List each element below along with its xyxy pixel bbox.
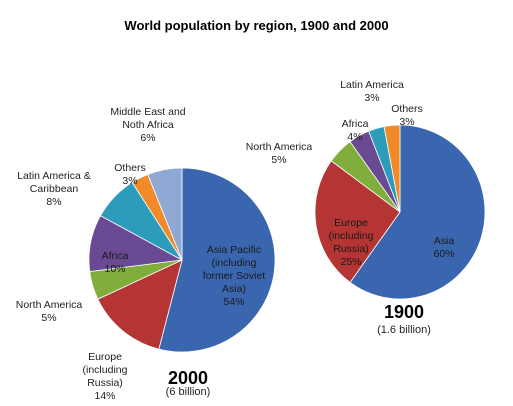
label-2000-others: Others 3%: [114, 162, 146, 187]
label-2000-africa: Africa 10%: [101, 250, 129, 275]
label-2000-europe: Europe (including Russia) 14%: [82, 351, 128, 402]
label-2000-north-america: North America 5%: [15, 299, 83, 324]
pie-slice-1900-others: [383, 124, 401, 213]
year-1900: 1900: [383, 302, 425, 322]
label-1900-africa: Africa 4%: [341, 118, 369, 143]
label-1900-asia: Asia 60%: [433, 235, 455, 260]
pie-slice-1900-europe: [314, 160, 401, 283]
label-1900-north-america: North America 5%: [245, 141, 313, 166]
label-2000-middle-east: Middle East and Noth Africa 6%: [110, 106, 186, 144]
pie-slice-2000-middle-east-and: [147, 167, 183, 261]
label-2000-latin-america: Latin America & Caribbean 8%: [17, 170, 91, 208]
pie-slice-2000-europe: [97, 259, 183, 350]
total-2000: (6 billion): [165, 386, 211, 398]
label-1900-latin-america: Latin America 3%: [340, 79, 404, 104]
total-1900: (1.6 billion): [377, 324, 431, 336]
label-2000-asia-pacific: Asia Pacific (including former Soviet As…: [202, 244, 266, 308]
label-1900-others: Others 3%: [391, 103, 423, 128]
pie-slice-1900-asia: [349, 124, 486, 300]
pie-slice-2000-asia-pacific-including: [158, 167, 276, 353]
label-1900-europe: Europe (including Russia) 25%: [328, 217, 374, 268]
chart-title: World population by region, 1900 and 200…: [124, 18, 389, 33]
year-2000: 2000: [167, 368, 209, 388]
